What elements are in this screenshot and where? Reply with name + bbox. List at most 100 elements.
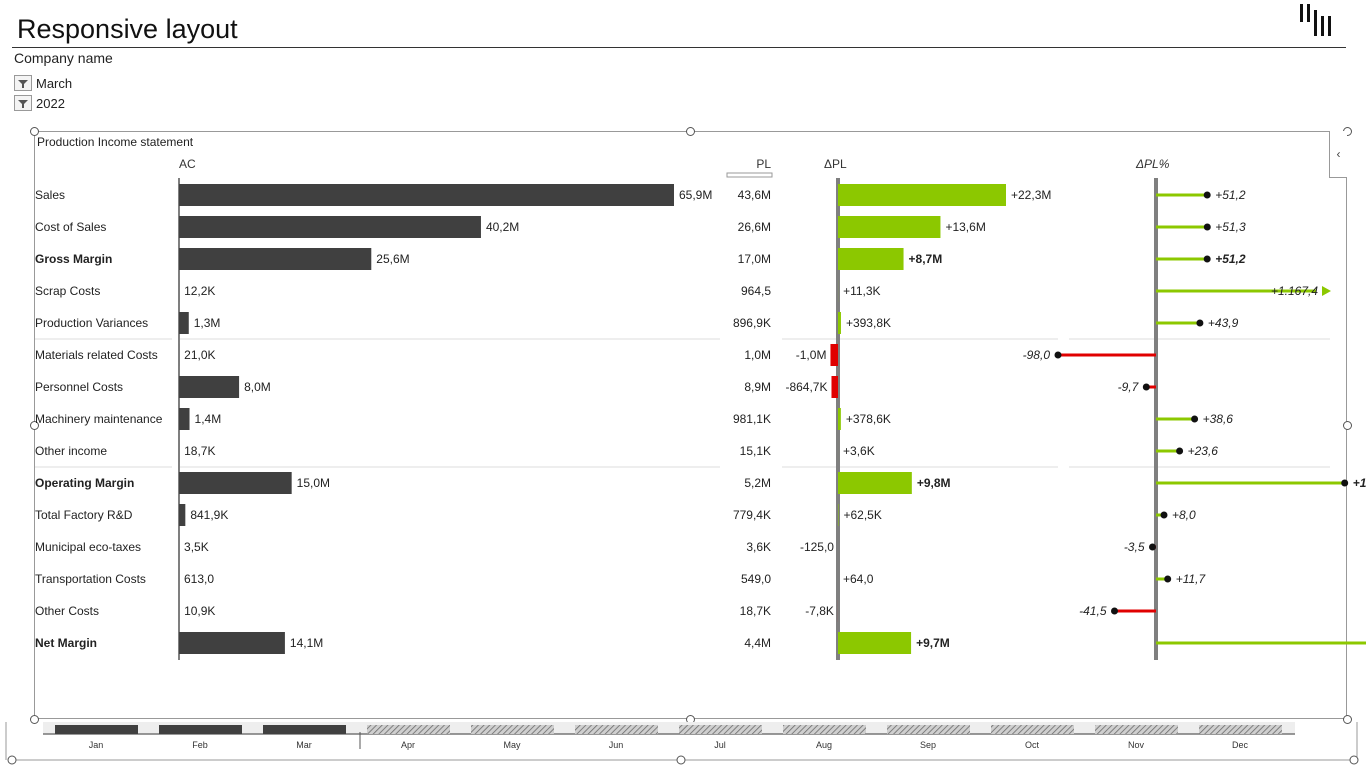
month-bar[interactable]	[367, 725, 450, 734]
dpl-bar	[838, 312, 841, 334]
month-bar[interactable]	[783, 725, 866, 734]
dpl-pct-pin-head	[1054, 351, 1062, 359]
pl-value-label: 15,1K	[740, 444, 771, 458]
dpl-value-label: -125,0	[800, 540, 834, 554]
resize-handle[interactable]	[30, 715, 39, 724]
ac-bar	[179, 504, 186, 526]
ac-value-label: 14,1M	[290, 636, 323, 650]
timeline-track	[43, 722, 1295, 734]
month-bar[interactable]	[575, 725, 658, 734]
month-timeline[interactable]: Jan Feb Mar Apr May Jun Jul Aug Sep Oct Nov Dec	[0, 722, 1366, 768]
resize-handle[interactable]	[686, 127, 695, 136]
ac-value-label: 3,5K	[184, 540, 209, 554]
ac-bar	[179, 184, 674, 206]
month-label: Apr	[401, 740, 415, 750]
resize-handle[interactable]	[30, 421, 39, 430]
dpl-value-label: +378,6K	[846, 412, 891, 426]
ac-value-label: 40,2M	[486, 220, 519, 234]
dpl-pct-value-label: +8,0	[1172, 508, 1196, 522]
month-bar[interactable]	[991, 725, 1074, 734]
resize-handle[interactable]	[7, 755, 17, 765]
ac-value-label: 1,4M	[195, 412, 222, 426]
resize-handle[interactable]	[676, 755, 686, 765]
dpl-bar	[830, 344, 838, 366]
row-label: Total Factory R&D	[35, 508, 133, 522]
dpl-value-label: +22,3M	[1011, 188, 1051, 202]
filter-year-label: 2022	[36, 95, 65, 111]
row-label: Gross Margin	[35, 252, 112, 266]
pl-value-label: 981,1K	[733, 412, 771, 426]
dpl-pct-value-label: +11,7	[1176, 572, 1207, 586]
dpl-pct-value-label: +38,6	[1203, 412, 1234, 426]
pl-value-label: 26,6M	[738, 220, 771, 234]
month-bar[interactable]	[887, 725, 970, 734]
company-name: Company name	[14, 50, 113, 66]
dpl-pct-value-label: -41,5	[1079, 604, 1107, 618]
month-bar[interactable]	[679, 725, 762, 734]
dpl-pct-pin-head	[1142, 383, 1150, 391]
title-divider	[12, 47, 1346, 48]
month-bar[interactable]	[1095, 725, 1178, 734]
dpl-pct-pin-head	[1341, 479, 1349, 487]
dpl-pct-pin-head	[1164, 575, 1172, 583]
filter-month[interactable]: March	[14, 75, 72, 91]
dpl-pct-value-label: +51,2	[1215, 188, 1246, 202]
dpl-bar	[838, 184, 1006, 206]
filter-year[interactable]: 2022	[14, 95, 65, 111]
month-label: Oct	[1025, 740, 1040, 750]
row-label: Municipal eco-taxes	[35, 540, 141, 554]
collapse-panel-button[interactable]: ‹	[1329, 131, 1347, 178]
month-label: May	[503, 740, 521, 750]
dpl-pct-pin-head	[1111, 607, 1118, 615]
dpl-pct-pin-head	[1203, 255, 1211, 263]
dpl-value-label: -864,7K	[785, 380, 827, 394]
filter-icon	[14, 75, 32, 91]
pl-value-label: 1,0M	[744, 348, 771, 362]
dpl-pct-value-label: +188,7	[1353, 476, 1366, 490]
resize-handle[interactable]	[30, 127, 39, 136]
month-bar[interactable]	[55, 725, 138, 734]
month-bar[interactable]	[1199, 725, 1282, 734]
resize-handle[interactable]	[1343, 715, 1352, 724]
dpl-pct-column-header: ΔPL%	[1135, 157, 1170, 171]
ac-value-label: 841,9K	[190, 508, 228, 522]
dpl-pct-value-label: -9,7	[1118, 380, 1140, 394]
ac-bar	[179, 376, 240, 398]
ac-bar	[179, 472, 292, 494]
dpl-pct-pin-head	[1160, 511, 1168, 519]
dpl-pct-pin-head	[1203, 191, 1211, 199]
dpl-pct-pin-head	[1203, 223, 1211, 231]
ac-value-label: 65,9M	[679, 188, 712, 202]
dpl-value-label: +64,0	[843, 572, 874, 586]
month-bar[interactable]	[263, 725, 346, 734]
month-bar[interactable]	[159, 725, 242, 734]
pl-header-marker	[726, 172, 773, 178]
dpl-pct-value-label: +23,6	[1188, 444, 1219, 458]
dpl-bar	[838, 248, 904, 270]
pl-value-label: 43,6M	[738, 188, 771, 202]
ac-value-label: 12,2K	[184, 284, 215, 298]
dpl-pct-value-label: +51,2	[1215, 252, 1246, 266]
resize-handle[interactable]	[1349, 755, 1359, 765]
dpl-column-header: ΔPL	[824, 157, 847, 171]
month-label: Sep	[920, 740, 936, 750]
ac-column-header: AC	[179, 157, 196, 171]
dpl-value-label: +13,6M	[945, 220, 985, 234]
pl-value-label: 3,6K	[746, 540, 771, 554]
ac-value-label: 613,0	[184, 572, 214, 586]
month-label: Aug	[816, 740, 832, 750]
dpl-bar	[838, 408, 841, 430]
ac-value-label: 25,6M	[376, 252, 409, 266]
month-label: Dec	[1232, 740, 1249, 750]
dpl-pct-value-label: +1.167,4	[1271, 284, 1318, 298]
ac-value-label: 15,0M	[297, 476, 330, 490]
pl-value-label: 18,7K	[740, 604, 771, 618]
dpl-value-label: -7,8K	[805, 604, 834, 618]
dpl-value-label: +62,5K	[843, 508, 881, 522]
row-label: Machinery maintenance	[35, 412, 163, 426]
month-label: Jul	[714, 740, 726, 750]
row-label: Other Costs	[35, 604, 99, 618]
month-bar[interactable]	[471, 725, 554, 734]
resize-handle[interactable]	[1343, 421, 1352, 430]
ac-value-label: 21,0K	[184, 348, 215, 362]
